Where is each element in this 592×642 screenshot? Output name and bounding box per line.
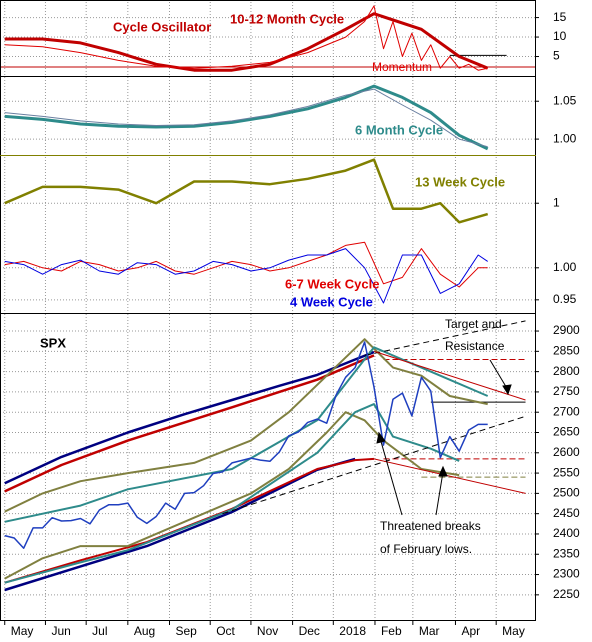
y-tick-label: 2300 (553, 567, 580, 581)
arrow (435, 471, 444, 516)
x-tick-label: May (502, 624, 525, 638)
series-line (4, 403, 460, 584)
series-line (364, 320, 526, 356)
y-tick-label: 2750 (553, 384, 580, 398)
series-line (373, 458, 526, 494)
arrow (379, 437, 403, 516)
series-line (373, 350, 526, 401)
y-tick-label: 15 (553, 10, 567, 24)
x-tick-label: Jun (51, 624, 70, 638)
series-label: 13 Week Cycle (415, 174, 505, 189)
series-line (4, 354, 375, 493)
series-label: 4 Week Cycle (290, 294, 373, 309)
x-tick-label: Oct (216, 624, 235, 638)
arrow-head (502, 384, 512, 396)
y-tick-label: 2900 (553, 323, 580, 337)
series-line (4, 341, 488, 549)
arrow-head (438, 465, 448, 477)
series-line (4, 84, 489, 151)
y-tick-label: 2350 (553, 546, 580, 560)
y-tick-label: 2250 (553, 587, 580, 601)
series-label: 6 Month Cycle (355, 122, 443, 137)
y-tick-label: 1.00 (553, 260, 577, 274)
y-tick-label: 2850 (553, 344, 580, 358)
x-tick-label: Apr (461, 624, 480, 638)
annotation: of February lows. (380, 542, 472, 556)
y-tick-label: 2700 (553, 404, 580, 418)
y-tick-label: 1.00 (553, 131, 577, 145)
arrow (489, 359, 509, 391)
x-tick-label: 2018 (339, 624, 366, 638)
series-line (4, 12, 489, 72)
x-tick-label: May (11, 624, 34, 638)
x-tick-label: Aug (134, 624, 155, 638)
y-tick-label: 0.95 (553, 292, 577, 306)
y-tick-label: 5 (553, 49, 560, 63)
series-line (4, 158, 489, 224)
series-label: SPX (40, 335, 66, 350)
series-label: 10-12 Month Cycle (230, 11, 344, 26)
series-line (4, 88, 488, 148)
series-line (4, 248, 488, 304)
plot-frame (0, 0, 536, 621)
y-tick-label: 2400 (553, 526, 580, 540)
y-tick-label: 2600 (553, 445, 580, 459)
y-tick-label: 2800 (553, 364, 580, 378)
series-line (4, 5, 488, 71)
x-tick-label: Dec (299, 624, 320, 638)
y-tick-label: 10 (553, 29, 567, 43)
arrow-head (376, 431, 386, 444)
y-tick-label: 2650 (553, 425, 580, 439)
series-line (4, 338, 488, 513)
y-tick-label: 2500 (553, 486, 580, 500)
y-tick-label: 1.05 (553, 93, 577, 107)
series-label: Momentum (372, 60, 432, 74)
series-line (4, 350, 375, 485)
annotation: Target and (445, 317, 502, 331)
annotation: Resistance (445, 339, 505, 353)
series-line (222, 415, 526, 515)
series-line (4, 241, 488, 288)
y-tick-label: 2450 (553, 506, 580, 520)
y-tick-label: 2550 (553, 465, 580, 479)
x-tick-label: Feb (381, 624, 402, 638)
series-label: 6-7 Week Cycle (285, 276, 379, 291)
x-tick-label: Jul (92, 624, 107, 638)
y-tick-label: 1 (553, 195, 560, 209)
annotation: Threatened breaks (380, 519, 481, 533)
x-tick-label: Nov (257, 624, 278, 638)
x-tick-label: Mar (419, 624, 440, 638)
chart-title: Cycle Oscillator (113, 19, 211, 34)
x-tick-label: Sep (175, 624, 197, 638)
